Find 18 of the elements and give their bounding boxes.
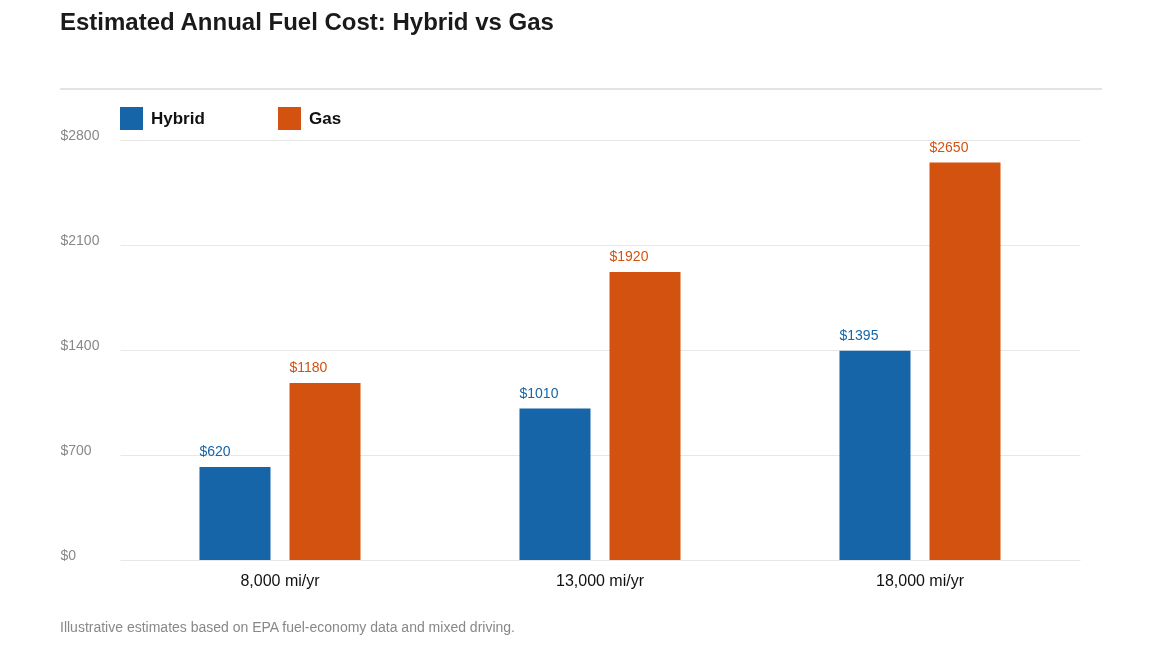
x-tick-label: 8,000 mi/yr [240, 571, 321, 589]
text: Illustrative estimates based on EPA fuel-economy data and mixed driving. [60, 619, 515, 635]
x-tick-label: 18,000 mi/yr [875, 571, 965, 589]
data-label: $620 [199, 443, 231, 459]
y-tick-label: $700 [60, 441, 92, 458]
data-label: $1920 [609, 248, 649, 264]
y-tick-label: $1400 [60, 336, 100, 353]
y-tick-label: $2100 [60, 231, 100, 248]
data-label: $2650 [929, 138, 969, 155]
data-label: $1010 [519, 384, 559, 401]
data-label: $1180 [289, 359, 328, 375]
y-tick-label: $0 [60, 546, 77, 563]
y-tick-label: $2800 [60, 126, 100, 143]
data-label: $1395 [839, 326, 879, 343]
legend-label: Gas [309, 108, 342, 128]
x-tick-label: 13,000 mi/yr [555, 571, 645, 589]
legend-label: Hybrid [151, 108, 205, 128]
chart-title: Estimated Annual Fuel Cost: Hybrid vs Gas [60, 8, 554, 35]
